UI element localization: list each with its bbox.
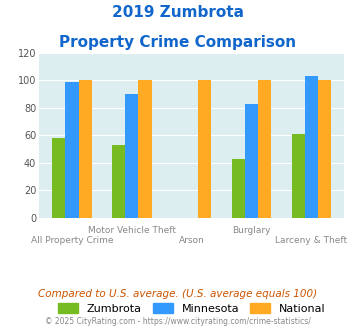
Bar xyxy=(138,80,152,218)
Text: Larceny & Theft: Larceny & Theft xyxy=(275,236,348,245)
Bar xyxy=(198,80,212,218)
Text: All Property Crime: All Property Crime xyxy=(31,236,113,245)
Bar xyxy=(125,94,138,218)
Bar xyxy=(78,80,92,218)
Text: Arson: Arson xyxy=(179,236,204,245)
Bar xyxy=(65,82,78,218)
Text: 2019 Zumbrota: 2019 Zumbrota xyxy=(111,5,244,20)
Text: Property Crime Comparison: Property Crime Comparison xyxy=(59,35,296,50)
Text: Motor Vehicle Theft: Motor Vehicle Theft xyxy=(88,226,176,235)
Bar xyxy=(318,80,331,218)
Bar xyxy=(52,138,65,218)
Text: © 2025 CityRating.com - https://www.cityrating.com/crime-statistics/: © 2025 CityRating.com - https://www.city… xyxy=(45,317,310,326)
Bar xyxy=(245,104,258,218)
Bar xyxy=(292,134,305,218)
Bar xyxy=(258,80,271,218)
Bar xyxy=(232,159,245,218)
Bar xyxy=(112,145,125,218)
Bar xyxy=(305,76,318,218)
Legend: Zumbrota, Minnesota, National: Zumbrota, Minnesota, National xyxy=(58,303,326,314)
Text: Burglary: Burglary xyxy=(232,226,271,235)
Text: Compared to U.S. average. (U.S. average equals 100): Compared to U.S. average. (U.S. average … xyxy=(38,289,317,299)
